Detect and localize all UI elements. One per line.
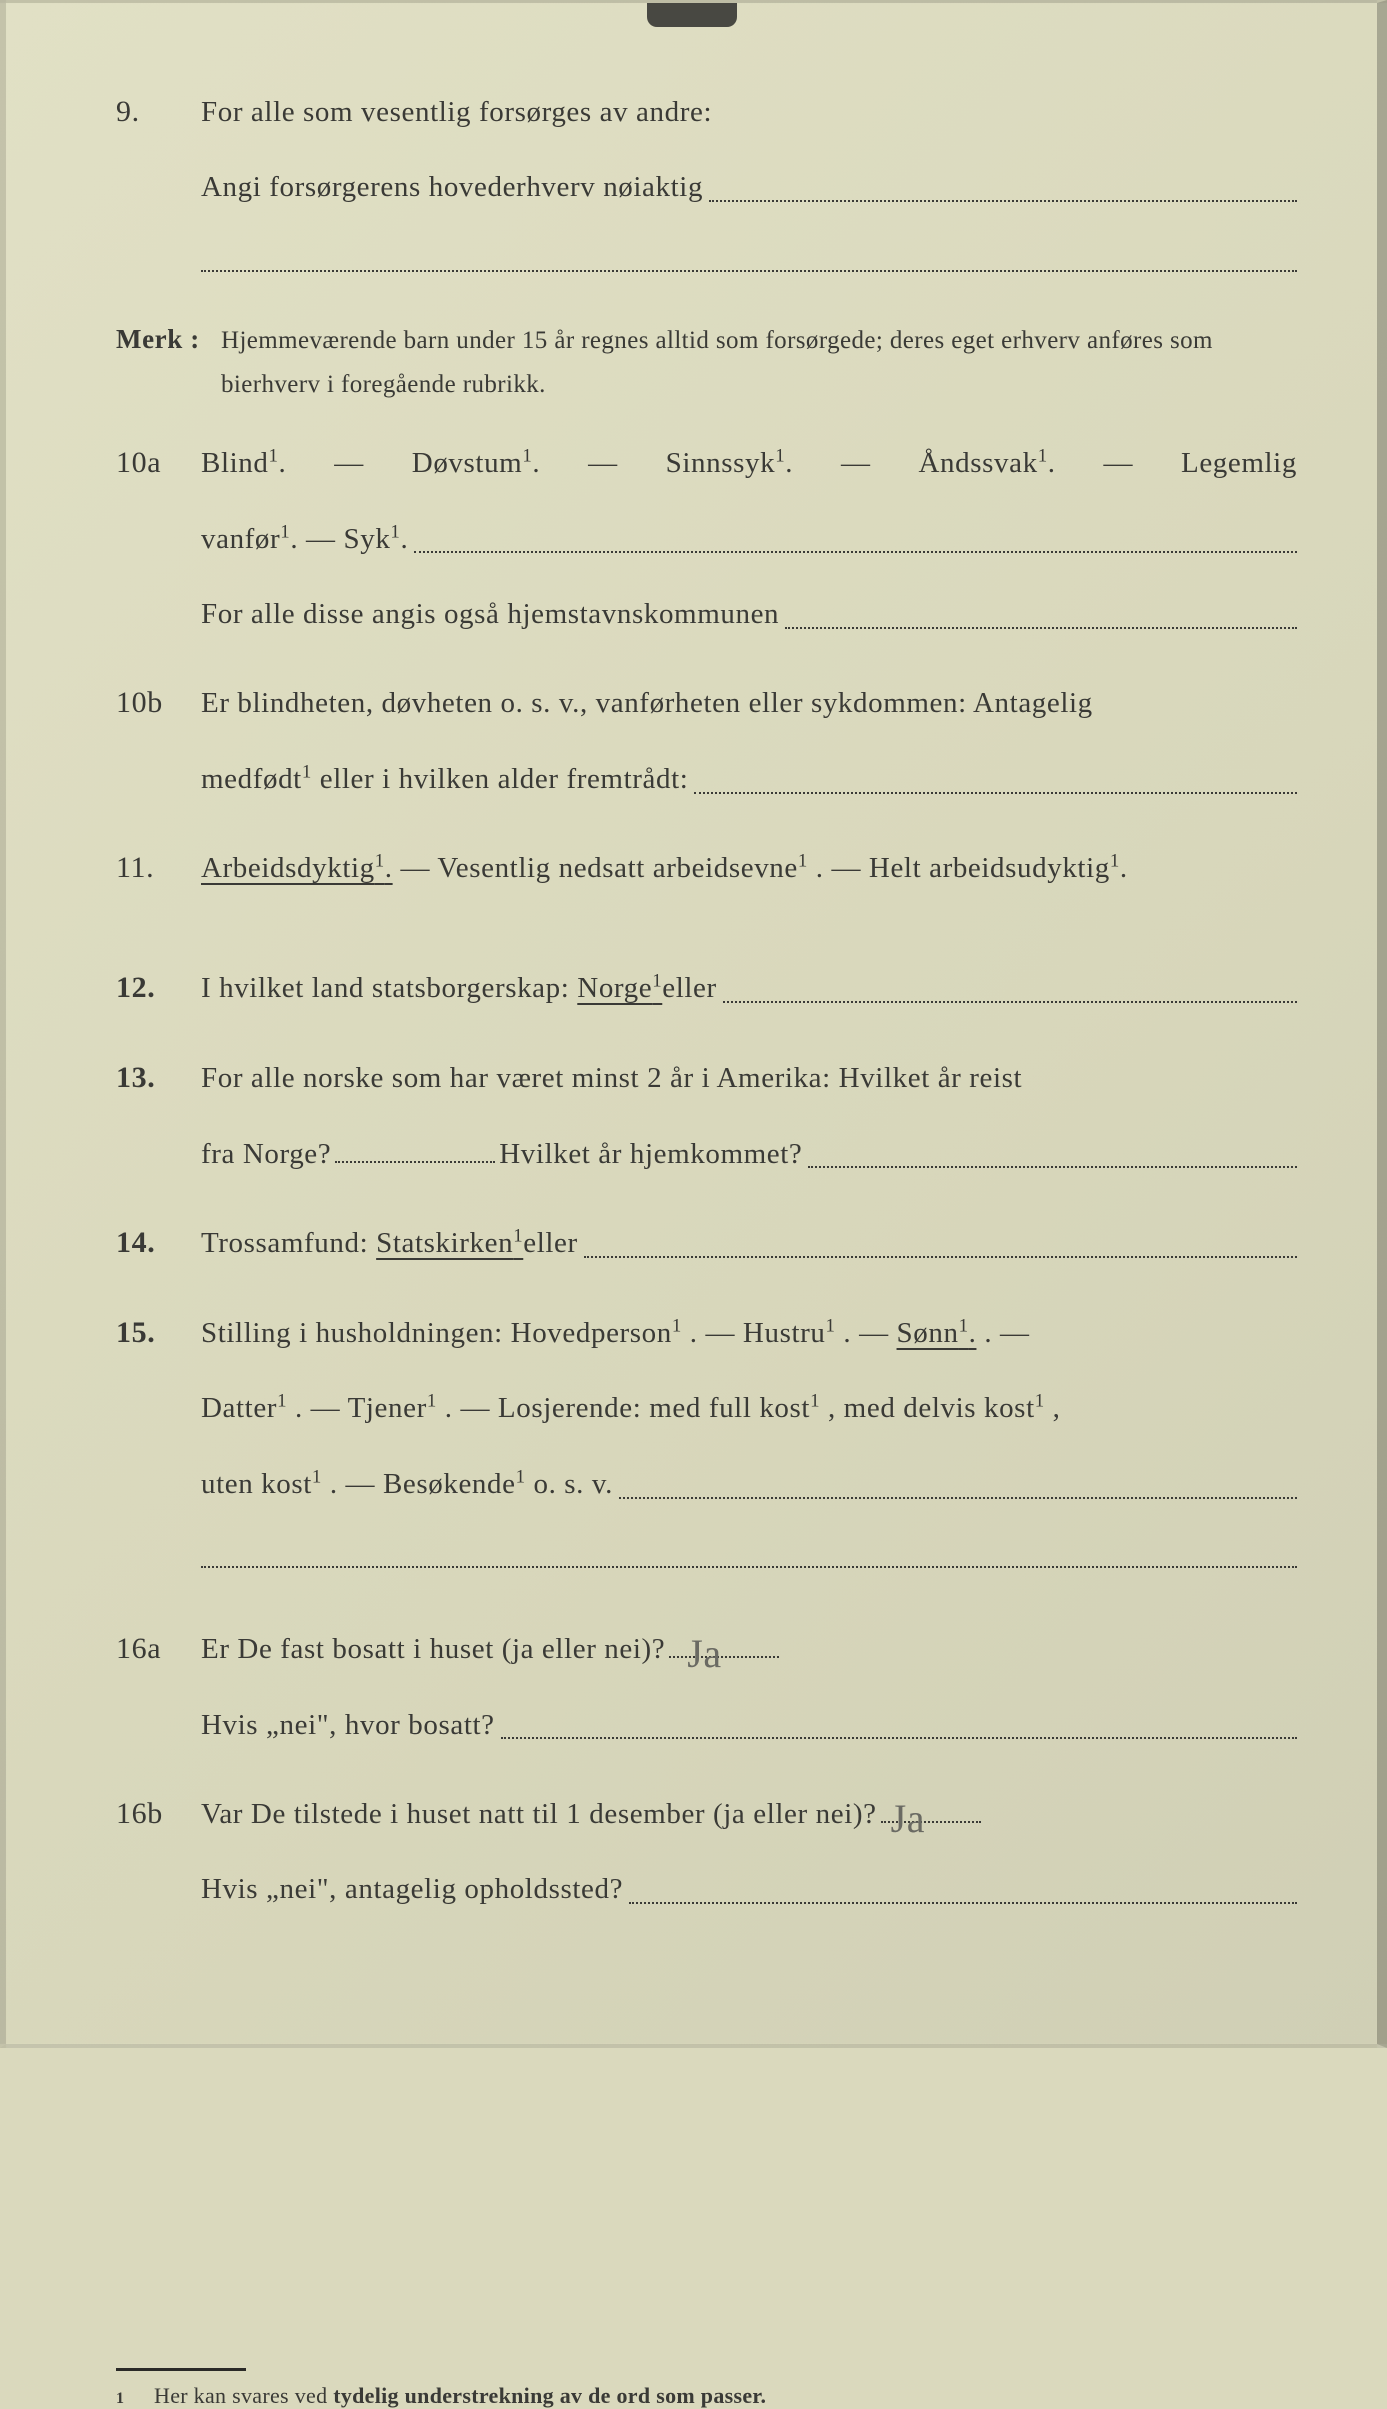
sep: — — [841, 426, 871, 501]
question-9: 9. For alle som vesentlig forsørges av a… — [116, 73, 1297, 302]
q15-l2b: . — Tjener — [295, 1392, 427, 1424]
question-15: 15. Stilling i husholdningen: Hovedperso… — [116, 1294, 1297, 1598]
footnote-marker: 1 — [116, 2390, 124, 2408]
q15-l3: uten kost1 . — Besøkende1 o. s. v. — [201, 1447, 613, 1522]
q10b-number: 10b — [116, 664, 201, 742]
q12-blank[interactable] — [723, 975, 1297, 1003]
merk-note: Merk : Hjemmeværende barn under 15 år re… — [116, 304, 1297, 407]
q15-l2c: . — Losjerende: med full kost — [445, 1392, 810, 1424]
q14-eller: eller — [523, 1206, 578, 1281]
question-12: 12. I hvilket land statsborgerskap: Norg… — [116, 949, 1297, 1027]
question-16a: 16a Er De fast bosatt i huset (ja eller … — [116, 1610, 1297, 1763]
q10a-opt-sinnssyk: Sinnssyk1. — [666, 426, 793, 501]
q12-eller: eller — [662, 951, 717, 1026]
merk-label: Merk : — [116, 304, 221, 374]
footnote: 1 Her kan svares ved tydelig understrekn… — [116, 2383, 1297, 2409]
census-form-page: 9. For alle som vesentlig forsørges av a… — [0, 0, 1387, 2048]
q10a-opt-dovstum: Døvstum1. — [412, 426, 540, 501]
q16b-answer-blank[interactable]: Ja — [881, 1795, 981, 1823]
q11-arbeidsdyktig: Arbeidsdyktig1. — [201, 852, 393, 884]
q15-l2a: Datter — [201, 1392, 277, 1424]
q10b-line1: Er blindheten, døvheten o. s. v., vanfør… — [201, 687, 1093, 719]
q13-blank2[interactable] — [808, 1140, 1297, 1168]
q13-body: For alle norske som har været minst 2 år… — [201, 1041, 1297, 1192]
q14-number: 14. — [116, 1204, 201, 1282]
q12-prefix: I hvilket land statsborgerskap: — [201, 951, 569, 1026]
q9-line2: Angi forsørgerens hovederhverv nøiaktig — [201, 150, 703, 225]
q16b-line2: Hvis „nei", antagelig opholdssted? — [201, 1852, 623, 1927]
q15-l1d: . — — [984, 1317, 1029, 1349]
q10a-opt-andssvak: Åndssvak1. — [919, 426, 1056, 501]
q14-statskirken: Statskirken1 — [368, 1206, 523, 1281]
q16a-line1: Er De fast bosatt i huset (ja eller nei)… — [201, 1612, 665, 1687]
q15-l2d: , med delvis kost — [828, 1392, 1035, 1424]
q15-number: 15. — [116, 1294, 201, 1372]
q16b-body: Var De tilstede i huset natt til 1 desem… — [201, 1777, 1297, 1928]
q16a-answer-blank[interactable]: Ja — [669, 1630, 779, 1658]
q15-l2e: , — [1053, 1392, 1061, 1424]
q15-blank[interactable] — [619, 1470, 1297, 1498]
q9-blank[interactable] — [709, 174, 1297, 202]
q13-blank1[interactable] — [335, 1135, 495, 1163]
q10a-number: 10a — [116, 424, 201, 502]
q16a-number: 16a — [116, 1610, 201, 1688]
q10a-blank1[interactable] — [414, 525, 1297, 553]
q15-l1b: . — Hustru — [690, 1317, 826, 1349]
q14-prefix: Trossamfund: — [201, 1206, 368, 1281]
question-16b: 16b Var De tilstede i huset natt til 1 d… — [116, 1775, 1297, 1928]
q10b-blank[interactable] — [694, 765, 1297, 793]
q13-number: 13. — [116, 1039, 201, 1117]
question-10b: 10b Er blindheten, døvheten o. s. v., va… — [116, 664, 1297, 817]
q14-body: Trossamfund: Statskirken1 eller — [201, 1206, 1297, 1281]
q11-number: 11. — [116, 829, 201, 907]
question-13: 13. For alle norske som har været minst … — [116, 1039, 1297, 1192]
q16b-number: 16b — [116, 1775, 201, 1853]
question-11: 11. Arbeidsdyktig1. — Vesentlig nedsatt … — [116, 829, 1297, 907]
q13-line2a: fra Norge? — [201, 1117, 331, 1192]
sep: — — [1104, 426, 1134, 501]
q12-body: I hvilket land statsborgerskap: Norge1 e… — [201, 951, 1297, 1026]
q15-l1c: . — — [843, 1317, 896, 1349]
merk-body: Hjemmeværende barn under 15 år regnes al… — [221, 319, 1297, 407]
footnote-text: Her kan svares ved tydelig understreknin… — [154, 2383, 766, 2409]
q14-blank[interactable] — [584, 1230, 1297, 1258]
q16b-answer: Ja — [891, 1767, 926, 1871]
q15-body: Stilling i husholdningen: Hovedperson1 .… — [201, 1296, 1297, 1598]
sep: — — [588, 426, 618, 501]
q16a-body: Er De fast bosatt i huset (ja eller nei)… — [201, 1612, 1297, 1763]
q15-l1a: Stilling i husholdningen: Hovedperson — [201, 1317, 672, 1349]
q12-norge: Norge1 — [569, 951, 662, 1026]
q16b-blank2[interactable] — [629, 1876, 1297, 1904]
question-14: 14. Trossamfund: Statskirken1 eller — [116, 1204, 1297, 1282]
q13-line1: For alle norske som har været minst 2 år… — [201, 1062, 1022, 1094]
q10b-line2: medfødt1 eller i hvilken alder fremtrådt… — [201, 742, 688, 817]
q10a-blank2[interactable] — [785, 601, 1297, 629]
q9-blank-line[interactable] — [201, 246, 1297, 272]
q15-sonn: Sønn1. — [897, 1317, 977, 1349]
q12-number: 12. — [116, 949, 201, 1027]
q16a-answer: Ja — [687, 1602, 722, 1706]
q16a-blank2[interactable] — [501, 1711, 1297, 1739]
q16b-line1: Var De tilstede i huset natt til 1 desem… — [201, 1777, 877, 1852]
q10a-vanfor: vanfør1. — Syk1. — [201, 502, 408, 577]
q15-blank-line[interactable] — [201, 1542, 1297, 1568]
q10a-opt-blind: Blind1. — [201, 426, 286, 501]
q11-opt3: . — Helt arbeidsudyktig — [816, 852, 1110, 884]
q10b-body: Er blindheten, døvheten o. s. v., vanfør… — [201, 666, 1297, 817]
question-10a: 10a Blind1. — Døvstum1. — Sinnssyk1. — Å… — [116, 424, 1297, 652]
q13-line2b: Hvilket år hjemkommet? — [499, 1117, 802, 1192]
q10a-opt-legemlig: Legemlig — [1181, 426, 1297, 501]
q9-number: 9. — [116, 73, 201, 151]
q9-body: For alle som vesentlig forsørges av andr… — [201, 75, 1297, 302]
q10a-body: Blind1. — Døvstum1. — Sinnssyk1. — Åndss… — [201, 426, 1297, 652]
sep: — — [334, 426, 364, 501]
q11-body: Arbeidsdyktig1. — Vesentlig nedsatt arbe… — [201, 831, 1297, 906]
q16a-line2: Hvis „nei", hvor bosatt? — [201, 1688, 495, 1763]
spacer — [116, 919, 1297, 949]
q11-mid: — Vesentlig nedsatt arbeidsevne — [400, 852, 797, 884]
q9-line1: For alle som vesentlig forsørges av andr… — [201, 75, 712, 150]
q10a-hjemstavn: For alle disse angis også hjemstavnskomm… — [201, 577, 779, 652]
page-clip-mark — [647, 3, 737, 27]
footnote-rule — [116, 2368, 246, 2371]
